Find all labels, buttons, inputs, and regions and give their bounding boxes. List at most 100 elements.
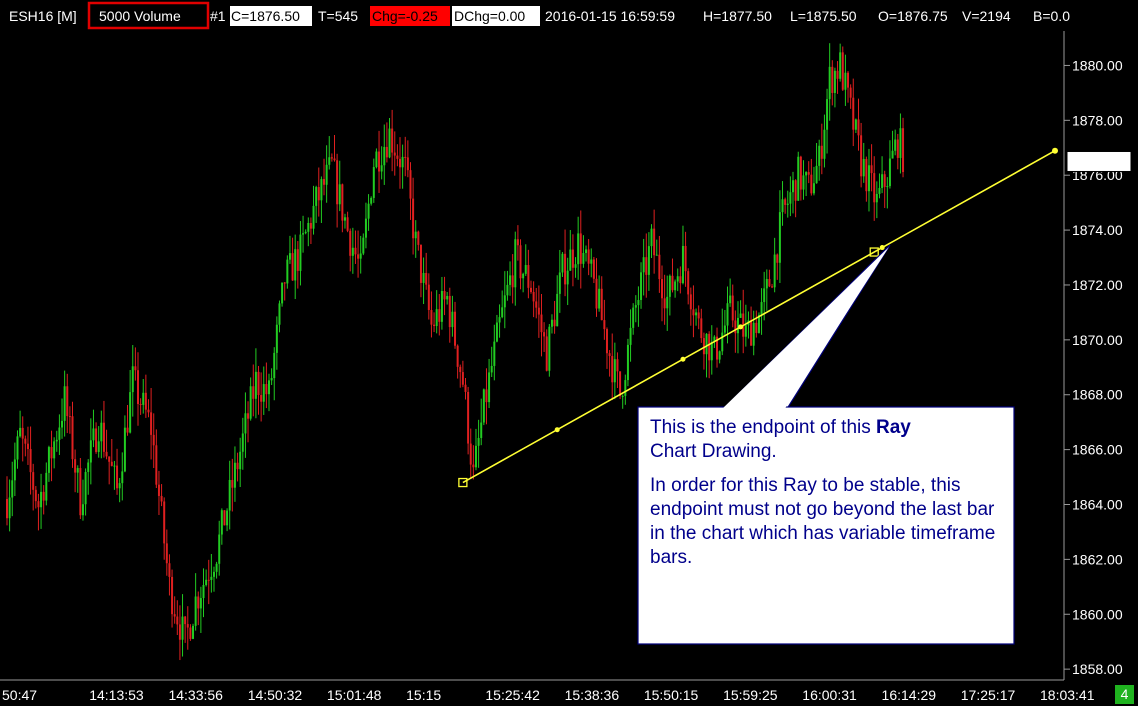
candle <box>605 327 608 369</box>
candle <box>244 392 247 458</box>
candle-body <box>579 233 582 264</box>
price-label-7: 1866.00 <box>1072 442 1123 458</box>
candle-body <box>590 259 593 264</box>
candle <box>328 136 331 170</box>
candle-body <box>629 327 632 345</box>
candle <box>894 129 897 156</box>
time-label-10: 16:00:31 <box>802 687 857 703</box>
callout-line1-text: This is the endpoint of this <box>650 417 877 438</box>
candle <box>647 232 650 291</box>
candle <box>351 227 354 274</box>
candle-body <box>545 336 548 371</box>
header-high: H=1877.50 <box>703 8 772 24</box>
candle-body <box>37 501 40 508</box>
callout-box[interactable] <box>637 406 1015 645</box>
candle <box>81 479 84 521</box>
price-label-5: 1870.00 <box>1072 332 1123 348</box>
candle <box>168 554 171 596</box>
candle-body <box>713 336 716 342</box>
candle <box>302 215 305 253</box>
candle <box>579 210 582 289</box>
candle-body <box>50 447 53 459</box>
candle-body <box>789 192 792 204</box>
candle-body <box>268 380 270 395</box>
time-axis[interactable]: 50:47 14:13:53 14:33:56 14:50:32 15:01:48 15:… <box>2 687 1095 703</box>
candle-body <box>797 156 800 201</box>
candle-body <box>860 135 863 177</box>
candle <box>220 508 223 545</box>
candle-body <box>336 160 339 205</box>
chart-page-indicator[interactable]: 4 <box>1115 685 1134 704</box>
ray-drawing[interactable] <box>458 147 1058 488</box>
candle <box>299 221 302 286</box>
candle <box>95 422 98 454</box>
candle <box>228 460 231 530</box>
candle <box>509 261 512 296</box>
candle-body <box>771 286 774 288</box>
candle <box>152 413 155 468</box>
candle-body <box>419 244 422 283</box>
candle-body <box>375 151 378 168</box>
candle-body <box>448 295 451 328</box>
candle <box>862 142 865 183</box>
candle-body <box>687 271 690 295</box>
candle-body <box>807 172 810 175</box>
callout-paragraph-2: In order for this Ray to be stable, this… <box>650 475 996 568</box>
candle <box>461 360 464 388</box>
candle <box>697 305 700 330</box>
candle <box>899 113 902 174</box>
candle-body <box>260 395 263 402</box>
ray-mid-handle-1[interactable] <box>738 324 744 330</box>
candle-body <box>210 576 213 581</box>
candle <box>66 373 69 434</box>
candle <box>21 416 24 462</box>
candle-body <box>215 563 218 572</box>
candle <box>488 358 491 409</box>
candle <box>210 553 213 593</box>
candle-body <box>84 471 87 505</box>
ray-mid-handle-2[interactable] <box>680 356 686 362</box>
time-label-12: 17:25:17 <box>961 687 1016 703</box>
candle-body <box>58 427 61 440</box>
ray-mid-handle-0[interactable] <box>554 427 560 433</box>
candle-body <box>108 456 111 462</box>
candle <box>632 303 635 335</box>
candle <box>847 71 850 103</box>
candle-body <box>815 165 818 184</box>
candle <box>875 181 878 219</box>
candle-body <box>354 247 357 255</box>
header-volume: V=2194 <box>962 8 1011 24</box>
candle <box>50 430 53 482</box>
candle-body <box>482 389 485 423</box>
candle <box>501 290 504 319</box>
candle <box>587 239 590 276</box>
candle <box>286 255 289 289</box>
ray-start-handle[interactable] <box>458 477 468 488</box>
candle <box>92 409 95 448</box>
time-label-6: 15:25:42 <box>485 687 540 703</box>
candle-body <box>192 625 195 639</box>
candle-body <box>223 510 226 526</box>
candle-body <box>89 440 92 463</box>
ray-end-handle[interactable] <box>869 247 879 257</box>
candle <box>126 404 129 436</box>
candle <box>427 273 430 320</box>
price-label-1: 1878.00 <box>1072 112 1123 128</box>
candle <box>192 623 195 640</box>
header-bar-period[interactable]: 5000 Volume <box>99 8 181 24</box>
candle-body <box>294 249 297 281</box>
candle <box>881 156 884 194</box>
candle <box>121 452 124 501</box>
candle-body <box>126 427 129 433</box>
ray-line[interactable] <box>462 150 1056 484</box>
candle-body <box>433 324 436 327</box>
candle <box>637 286 640 327</box>
candle-body <box>247 413 250 419</box>
candle-body <box>160 495 163 502</box>
candle <box>574 257 577 278</box>
candle <box>820 123 823 175</box>
candle <box>375 148 378 169</box>
price-axis[interactable]: 1880.001878.001876.001874.001872.001870.… <box>1064 57 1132 677</box>
candle <box>265 362 268 409</box>
